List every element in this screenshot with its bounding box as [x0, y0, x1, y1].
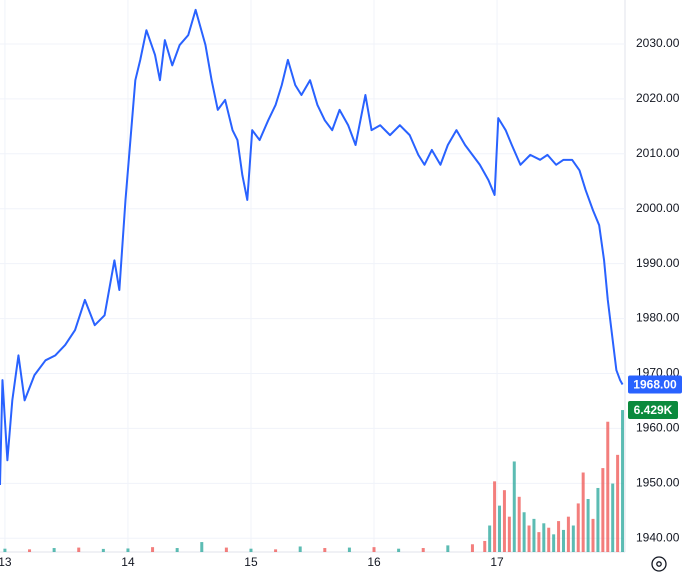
volume-bar — [498, 505, 502, 552]
y-tick-label: 2000.00 — [636, 201, 680, 215]
y-tick-label: 2030.00 — [636, 36, 680, 50]
volume-bar — [421, 548, 425, 552]
volume-bar — [542, 523, 546, 552]
volume-bar — [532, 518, 536, 552]
y-tick-label: 1960.00 — [636, 421, 680, 435]
volume-bar — [547, 527, 551, 552]
volume-bar — [52, 548, 56, 552]
volume-bar — [527, 525, 531, 552]
y-tick-label: 1990.00 — [636, 256, 680, 270]
settings-icon-ring[interactable] — [651, 556, 667, 572]
grid — [0, 0, 625, 552]
settings-icon-center[interactable] — [656, 561, 662, 567]
volume-label: 6.429K — [634, 403, 673, 417]
volume-bar — [621, 410, 625, 552]
volume-bar — [557, 521, 561, 552]
volume-bar — [611, 483, 615, 552]
volume-bar — [517, 496, 521, 552]
volume-bar — [446, 545, 450, 552]
volume-label-box — [628, 401, 678, 420]
volume-bar — [175, 548, 179, 552]
volume-bar — [537, 532, 541, 552]
y-tick-label: 2020.00 — [636, 91, 680, 105]
volume-bar — [581, 472, 585, 552]
volume-bar — [507, 516, 511, 552]
volume-bar — [372, 547, 376, 552]
settings-icon[interactable] — [651, 556, 667, 572]
volume-bar — [483, 540, 487, 552]
volume-bar — [347, 547, 351, 552]
price-label: 1968.00 — [633, 378, 677, 392]
volume-bar — [3, 548, 7, 552]
volume-bar — [571, 525, 575, 552]
volume-bar — [298, 546, 302, 552]
y-tick-label: 1950.00 — [636, 476, 680, 490]
volume-bar — [126, 548, 130, 552]
volume-bar — [502, 490, 506, 552]
y-tick-label: 1980.00 — [636, 311, 680, 325]
volume-bar — [596, 487, 600, 552]
volume-bar — [274, 549, 278, 552]
volume-bar — [323, 548, 327, 552]
volume-bar — [591, 518, 595, 552]
volume-bar — [470, 544, 474, 552]
x-tick-label: 17 — [490, 555, 504, 569]
volume-bar — [586, 499, 590, 552]
volume-bar — [566, 516, 570, 552]
volume-bar — [101, 548, 105, 552]
volume-bar — [28, 549, 32, 552]
volume-bar — [601, 468, 605, 552]
volume-bar — [151, 547, 155, 552]
y-tick-label: 1940.00 — [636, 530, 680, 544]
x-tick-label: 15 — [244, 555, 258, 569]
volume-bar — [249, 548, 253, 552]
volume-bar — [561, 529, 565, 552]
x-tick-label: 16 — [367, 555, 381, 569]
volume-bar — [576, 503, 580, 552]
volume-bar — [512, 461, 516, 552]
volume-bar — [397, 548, 401, 552]
price-line — [0, 8, 624, 486]
volume-bar — [488, 525, 492, 552]
x-tick-label: 13 — [0, 555, 12, 569]
volume-bar — [552, 534, 556, 552]
volume-bar — [200, 542, 204, 552]
volume-bar — [224, 547, 228, 552]
volume-bar — [616, 454, 620, 552]
price-label-box — [628, 375, 682, 394]
volume-bar — [77, 547, 81, 552]
volume-bar — [522, 512, 526, 552]
volume-bar — [493, 481, 497, 552]
y-tick-label: 2010.00 — [636, 146, 680, 160]
volume-bar — [606, 421, 610, 552]
x-tick-label: 14 — [121, 555, 135, 569]
